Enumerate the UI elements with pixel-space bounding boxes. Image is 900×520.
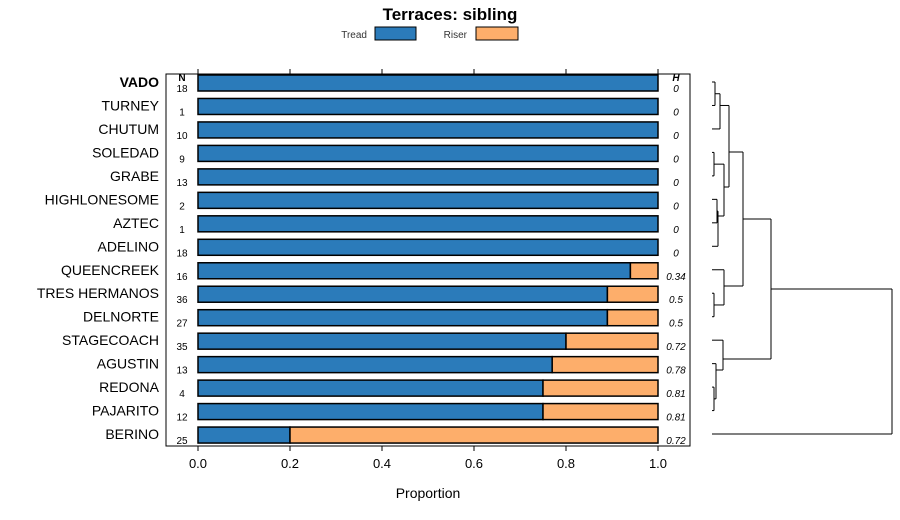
bar-tread-grabe xyxy=(197,168,659,186)
row-label-turney: TURNEY xyxy=(101,97,159,113)
n-value-grabe: 13 xyxy=(176,178,188,189)
bar-tread-stagecoach xyxy=(197,332,567,350)
h-value-highlonesome: 0 xyxy=(673,201,679,212)
legend-swatch-tread xyxy=(374,26,417,41)
bar-tread-soledad xyxy=(197,144,659,163)
n-value-soledad: 9 xyxy=(179,154,185,165)
bar-riser-queencreek xyxy=(629,262,659,280)
n-value-chutum: 10 xyxy=(176,131,188,142)
row-label-queencreek: QUEENCREEK xyxy=(61,262,160,278)
x-axis: 0.0 0.2 0.4 0.6 0.8 1.0 xyxy=(189,69,667,471)
bar-riser-delnorte xyxy=(606,308,659,327)
row-label-redona: REDONA xyxy=(99,379,160,395)
x-tick-label-5: 1.0 xyxy=(649,456,667,471)
row-label-grabe: GRABE xyxy=(110,168,159,184)
bar-tread-tres-hermanos xyxy=(197,285,609,303)
bar-tread-queencreek xyxy=(197,262,632,280)
h-value-agustin: 0.78 xyxy=(666,366,686,377)
row-label-stagecoach: STAGECOACH xyxy=(62,332,159,348)
n-value-vado: 18 xyxy=(176,84,188,95)
row-label-delnorte: DELNORTE xyxy=(83,309,159,325)
n-value-queencreek: 16 xyxy=(176,272,188,283)
row-label-berino: BERINO xyxy=(105,426,159,442)
bar-tread-chutum xyxy=(197,121,659,139)
bar-tread-pajarito xyxy=(197,402,544,421)
bar-tread-agustin xyxy=(197,355,553,374)
h-value-delnorte: 0.5 xyxy=(669,319,683,330)
h-value-turney: 0 xyxy=(673,107,679,118)
legend-swatch-riser xyxy=(475,26,519,41)
n-value-pajarito: 12 xyxy=(176,413,188,424)
bar-tread-berino xyxy=(197,426,291,444)
row-label-tres-hermanos: TRES HERMANOS xyxy=(37,285,159,301)
bar-tread-vado xyxy=(197,74,659,92)
row-label-agustin: AGUSTIN xyxy=(97,356,159,372)
x-tick-label-2: 0.4 xyxy=(373,456,391,471)
bar-riser-redona xyxy=(542,379,659,397)
bar-riser-agustin xyxy=(551,355,659,374)
x-axis-label: Proportion xyxy=(396,485,461,501)
bar-tread-turney xyxy=(197,97,659,116)
x-tick-label-3: 0.6 xyxy=(465,456,483,471)
row-label-soledad: SOLEDAD xyxy=(92,144,159,160)
n-value-agustin: 13 xyxy=(176,366,188,377)
row-label-aztec: AZTEC xyxy=(113,215,159,231)
legend: Tread Riser xyxy=(341,26,519,41)
bar-riser-pajarito xyxy=(542,402,659,421)
h-value-chutum: 0 xyxy=(673,131,679,142)
n-value-delnorte: 27 xyxy=(176,319,188,330)
h-value-adelino: 0 xyxy=(673,248,679,259)
x-tick-label-1: 0.2 xyxy=(281,456,299,471)
h-value-pajarito: 0.81 xyxy=(666,413,685,424)
h-value-berino: 0.72 xyxy=(666,436,686,447)
x-tick-label-0: 0.0 xyxy=(189,456,207,471)
n-value-redona: 4 xyxy=(179,389,185,400)
n-value-turney: 1 xyxy=(179,107,185,118)
legend-label-riser: Riser xyxy=(444,30,468,41)
n-value-stagecoach: 35 xyxy=(176,342,188,353)
bar-tread-redona xyxy=(197,379,544,397)
h-value-queencreek: 0.34 xyxy=(666,272,686,283)
row-label-adelino: ADELINO xyxy=(98,238,160,254)
bar-tread-delnorte xyxy=(197,308,609,327)
bar-tread-highlonesome xyxy=(197,191,659,210)
h-value-soledad: 0 xyxy=(673,154,679,165)
n-value-aztec: 1 xyxy=(179,225,185,236)
h-column-header: H xyxy=(672,73,680,84)
plot-frame xyxy=(165,73,691,447)
row-label-pajarito: PAJARITO xyxy=(92,403,159,419)
n-value-berino: 25 xyxy=(176,436,188,447)
x-tick-label-4: 0.8 xyxy=(557,456,575,471)
bar-riser-stagecoach xyxy=(565,332,659,350)
h-value-grabe: 0 xyxy=(673,178,679,189)
row-label-vado: VADO xyxy=(120,74,160,90)
n-value-adelino: 18 xyxy=(176,248,188,259)
h-value-tres-hermanos: 0.5 xyxy=(669,295,683,306)
n-value-highlonesome: 2 xyxy=(179,201,185,212)
row-label-highlonesome: HIGHLONESOME xyxy=(45,191,159,207)
chart-title: Terraces: sibling xyxy=(383,5,518,24)
n-column-header: N xyxy=(178,73,185,84)
h-value-vado: 0 xyxy=(673,84,679,95)
h-value-aztec: 0 xyxy=(673,225,679,236)
n-value-tres-hermanos: 36 xyxy=(176,295,188,306)
bar-riser-tres-hermanos xyxy=(606,285,659,303)
bar-tread-adelino xyxy=(197,238,659,257)
h-value-stagecoach: 0.72 xyxy=(666,342,686,353)
bar-riser-berino xyxy=(289,426,659,444)
dendrogram xyxy=(712,81,893,435)
row-label-chutum: CHUTUM xyxy=(98,121,159,137)
bar-tread-aztec xyxy=(197,215,659,233)
legend-label-tread: Tread xyxy=(341,30,367,41)
h-value-redona: 0.81 xyxy=(666,389,685,400)
